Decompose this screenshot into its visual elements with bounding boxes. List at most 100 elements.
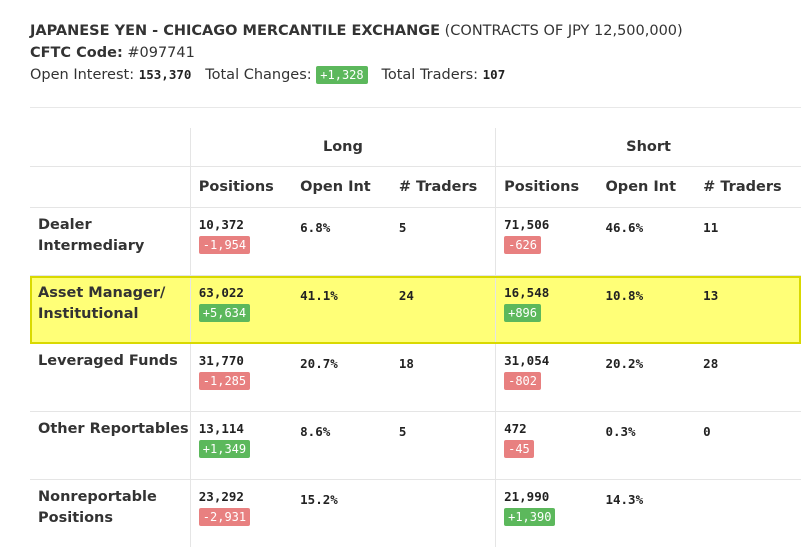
- market-title: JAPANESE YEN - CHICAGO MERCANTILE EXCHAN…: [30, 23, 440, 39]
- trader-category-label: Other Reportables: [30, 412, 190, 480]
- report-header: JAPANESE YEN - CHICAGO MERCANTILE EXCHAN…: [30, 20, 683, 86]
- group-header-row: Long Short: [30, 128, 801, 167]
- long-open-int-cell: 8.6%: [292, 412, 391, 480]
- cftc-label: CFTC Code:: [30, 45, 123, 61]
- short-change-badge: -45: [504, 440, 534, 458]
- long-open-int-cell: 15.2%: [292, 480, 391, 547]
- long-traders-cell: [391, 480, 496, 547]
- group-short: Short: [496, 128, 801, 167]
- col-short-open-int: Open Int: [597, 167, 695, 208]
- long-open-int-cell: 41.1%: [292, 276, 391, 344]
- trader-category-label: Dealer Intermediary: [30, 208, 190, 276]
- short-positions-cell: 472-45: [496, 412, 598, 480]
- short-positions-value: 472: [504, 421, 597, 437]
- open-interest-value: 153,370: [139, 67, 192, 82]
- short-open-int-value: 10.8%: [605, 288, 643, 303]
- total-changes-label: Total Changes:: [205, 67, 311, 83]
- long-open-int-value: 8.6%: [300, 424, 330, 439]
- long-open-int-value: 15.2%: [300, 492, 338, 507]
- long-traders-cell: 5: [391, 412, 496, 480]
- short-open-int-value: 46.6%: [605, 220, 643, 235]
- long-positions-value: 10,372: [199, 217, 292, 233]
- long-open-int-value: 6.8%: [300, 220, 330, 235]
- short-positions-cell: 71,506 -626: [496, 208, 598, 276]
- short-traders-cell: 13: [695, 276, 801, 344]
- total-traders-label: Total Traders:: [381, 67, 478, 83]
- short-positions-cell: 21,990 +1,390: [496, 480, 598, 547]
- contract-size: (CONTRACTS OF JPY 12,500,000): [445, 23, 683, 39]
- long-change-badge: -1,954: [199, 236, 250, 254]
- col-short-positions: Positions: [496, 167, 598, 208]
- group-long: Long: [190, 128, 495, 167]
- table-row: Dealer Intermediary 10,372 -1,954 6.8% 5 71,5…: [30, 208, 801, 276]
- long-traders-cell: 18: [391, 344, 496, 412]
- open-interest-label: Open Interest:: [30, 67, 134, 83]
- summary-line: Open Interest: 153,370 Total Changes: +1…: [30, 64, 683, 86]
- short-traders-cell: [695, 480, 801, 547]
- short-positions-value: 71,506: [504, 217, 597, 233]
- long-positions-cell: 23,292 -2,931: [190, 480, 292, 547]
- long-positions-cell: 13,114 +1,349: [190, 412, 292, 480]
- long-traders-value: 24: [399, 288, 414, 303]
- total-traders-value: 107: [483, 67, 506, 82]
- short-positions-value: 16,548: [504, 285, 597, 301]
- long-positions-cell: 10,372 -1,954: [190, 208, 292, 276]
- header-divider: [30, 107, 801, 108]
- short-open-int-cell: 0.3%: [597, 412, 695, 480]
- col-long-open-int: Open Int: [292, 167, 391, 208]
- short-open-int-cell: 20.2%: [597, 344, 695, 412]
- short-traders-value: 13: [703, 288, 718, 303]
- long-traders-value: 5: [399, 220, 407, 235]
- col-long-traders: # Traders: [391, 167, 496, 208]
- short-traders-cell: 0: [695, 412, 801, 480]
- long-positions-cell: 63,022 +5,634: [190, 276, 292, 344]
- short-open-int-value: 20.2%: [605, 356, 643, 371]
- long-open-int-value: 41.1%: [300, 288, 338, 303]
- long-traders-value: 18: [399, 356, 414, 371]
- short-traders-cell: 28: [695, 344, 801, 412]
- short-traders-value: 28: [703, 356, 718, 371]
- short-change-badge: +1,390: [504, 508, 555, 526]
- positions-table: Long Short Positions Open Int # Traders …: [30, 128, 801, 547]
- long-open-int-value: 20.7%: [300, 356, 338, 371]
- long-traders-cell: 5: [391, 208, 496, 276]
- long-change-badge: +1,349: [199, 440, 250, 458]
- short-traders-value: 11: [703, 220, 718, 235]
- long-positions-value: 23,292: [199, 489, 292, 505]
- long-open-int-cell: 20.7%: [292, 344, 391, 412]
- table-row: Nonreportable Positions 23,292 -2,931 15.2%…: [30, 480, 801, 547]
- long-positions-value: 13,114: [199, 421, 292, 437]
- long-positions-value: 31,770: [199, 353, 292, 369]
- short-positions-value: 31,054: [504, 353, 597, 369]
- column-header-row: Positions Open Int # Traders Positions O…: [30, 167, 801, 208]
- trader-category-label: Nonreportable Positions: [30, 480, 190, 547]
- cftc-code: #097741: [127, 45, 195, 61]
- long-traders-cell: 24: [391, 276, 496, 344]
- short-positions-cell: 16,548 +896: [496, 276, 598, 344]
- col-short-traders: # Traders: [695, 167, 801, 208]
- trader-category-label: Leveraged Funds: [30, 344, 190, 412]
- short-open-int-cell: 46.6%: [597, 208, 695, 276]
- short-traders-cell: 11: [695, 208, 801, 276]
- table-row: Asset Manager/ Institutional 63,022 +5,634…: [30, 276, 801, 344]
- long-positions-cell: 31,770-1,285: [190, 344, 292, 412]
- short-change-badge: +896: [504, 304, 541, 322]
- short-open-int-cell: 10.8%: [597, 276, 695, 344]
- short-change-badge: -626: [504, 236, 541, 254]
- long-change-badge: +5,634: [199, 304, 250, 322]
- cftc-line: CFTC Code: #097741: [30, 42, 683, 64]
- short-change-badge: -802: [504, 372, 541, 390]
- long-change-badge: -2,931: [199, 508, 250, 526]
- corner-cell: [30, 128, 190, 167]
- short-open-int-value: 0.3%: [605, 424, 635, 439]
- short-positions-cell: 31,054 -802: [496, 344, 598, 412]
- short-open-int-value: 14.3%: [605, 492, 643, 507]
- title-line: JAPANESE YEN - CHICAGO MERCANTILE EXCHAN…: [30, 20, 683, 42]
- long-positions-value: 63,022: [199, 285, 292, 301]
- total-changes-badge: +1,328: [316, 66, 367, 84]
- corner-cell-2: [30, 167, 190, 208]
- trader-category-label: Asset Manager/ Institutional: [30, 276, 190, 344]
- short-positions-value: 21,990: [504, 489, 597, 505]
